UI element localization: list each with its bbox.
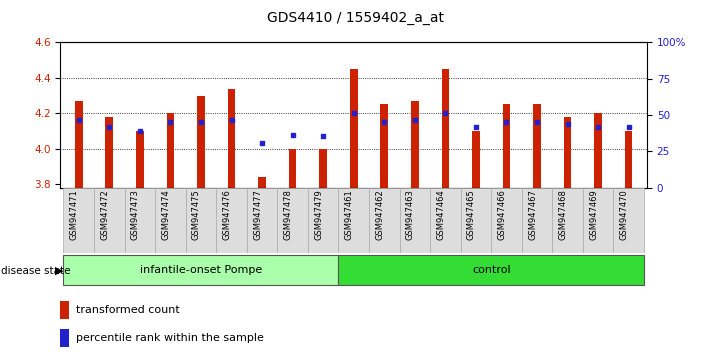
Text: disease state: disease state [1,266,71,276]
Text: GSM947471: GSM947471 [70,190,79,240]
Bar [491,188,522,253]
Bar [400,188,430,253]
Text: infantile-onset Pompe: infantile-onset Pompe [140,265,262,275]
Text: GSM947473: GSM947473 [131,190,140,240]
Bar [247,188,277,253]
Text: GSM947474: GSM947474 [161,190,171,240]
Bar [197,96,205,188]
Bar [564,117,572,188]
Text: GSM947467: GSM947467 [528,190,537,240]
Bar [75,101,82,188]
Bar [533,104,541,188]
Text: ▶: ▶ [55,266,63,276]
Text: GSM947463: GSM947463 [406,190,415,240]
Text: control: control [472,265,510,275]
Bar [308,188,338,253]
Text: GSM947470: GSM947470 [620,190,629,240]
Text: GSM947466: GSM947466 [498,190,506,240]
Bar [472,131,480,188]
Bar [503,104,510,188]
Bar [583,188,614,253]
Text: GSM947476: GSM947476 [223,190,232,240]
Bar [614,188,644,253]
Bar [319,149,327,188]
Bar [228,88,235,188]
Bar [430,188,461,253]
Bar [625,131,633,188]
Bar [277,188,308,253]
Bar [60,329,69,347]
Bar [442,69,449,188]
Text: GDS4410 / 1559402_a_at: GDS4410 / 1559402_a_at [267,11,444,25]
Bar [411,101,419,188]
Bar [594,113,602,188]
Bar [350,69,358,188]
Bar [380,104,388,188]
Text: GSM947464: GSM947464 [437,190,445,240]
Bar [522,188,552,253]
Text: GSM947465: GSM947465 [467,190,476,240]
Text: GSM947475: GSM947475 [192,190,201,240]
Text: transformed count: transformed count [77,305,180,315]
Bar [369,188,400,253]
Bar [155,188,186,253]
Bar [63,188,94,253]
Bar [289,149,296,188]
Bar [258,177,266,188]
Text: GSM947462: GSM947462 [375,190,384,240]
Bar [552,188,583,253]
Bar [124,188,155,253]
Bar [461,188,491,253]
Bar [63,255,338,285]
Bar [216,188,247,253]
Bar [60,301,69,319]
Text: GSM947468: GSM947468 [559,190,567,240]
Text: GSM947461: GSM947461 [345,190,353,240]
Text: GSM947479: GSM947479 [314,190,324,240]
Bar [186,188,216,253]
Bar [338,188,369,253]
Bar [94,188,124,253]
Bar [166,113,174,188]
Bar [105,117,113,188]
Text: percentile rank within the sample: percentile rank within the sample [77,333,264,343]
Text: GSM947477: GSM947477 [253,190,262,240]
Text: GSM947469: GSM947469 [589,190,598,240]
Bar [338,255,644,285]
Bar [136,131,144,188]
Text: GSM947478: GSM947478 [284,190,293,240]
Text: GSM947472: GSM947472 [100,190,109,240]
